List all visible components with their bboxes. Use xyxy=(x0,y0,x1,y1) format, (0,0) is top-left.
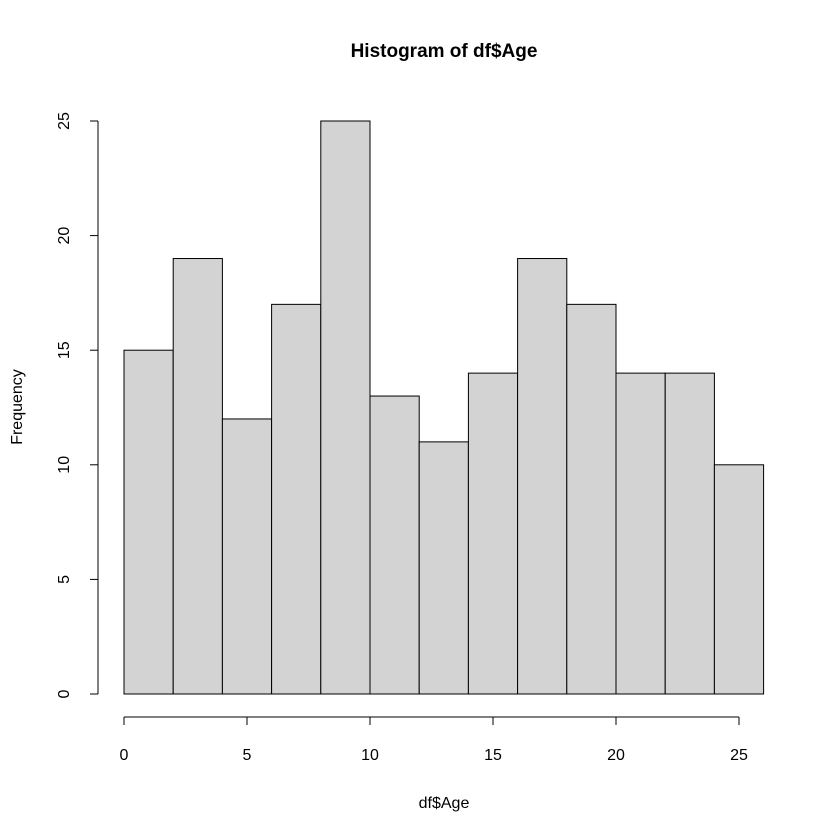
bar xyxy=(369,395,420,695)
x-tick-label: 5 xyxy=(243,747,252,764)
bar xyxy=(271,303,322,695)
bar xyxy=(517,258,568,695)
bar xyxy=(566,303,617,695)
y-tick-label: 5 xyxy=(56,575,73,584)
bar xyxy=(172,258,223,695)
y-tick-label: 25 xyxy=(56,112,73,130)
x-axis-label: df$Age xyxy=(419,795,470,812)
x-tick-label: 0 xyxy=(120,747,129,764)
x-tick-label: 25 xyxy=(730,747,748,764)
y-tick-label: 20 xyxy=(56,227,73,245)
x-tick-label: 20 xyxy=(607,747,625,764)
y-tick-label: 0 xyxy=(56,689,73,698)
bar xyxy=(320,120,371,695)
bar xyxy=(664,372,715,695)
y-axis-label: Frequency xyxy=(9,369,26,445)
bar xyxy=(221,418,273,695)
bar xyxy=(467,372,519,695)
bar xyxy=(713,464,765,695)
y-tick-label: 15 xyxy=(56,341,73,359)
chart-title: Histogram of df$Age xyxy=(351,41,538,62)
x-tick-label: 15 xyxy=(484,747,502,764)
bar xyxy=(123,349,174,695)
bar xyxy=(615,372,666,695)
bar xyxy=(418,441,469,695)
y-tick-label: 10 xyxy=(56,456,73,474)
x-tick-label: 10 xyxy=(361,747,379,764)
